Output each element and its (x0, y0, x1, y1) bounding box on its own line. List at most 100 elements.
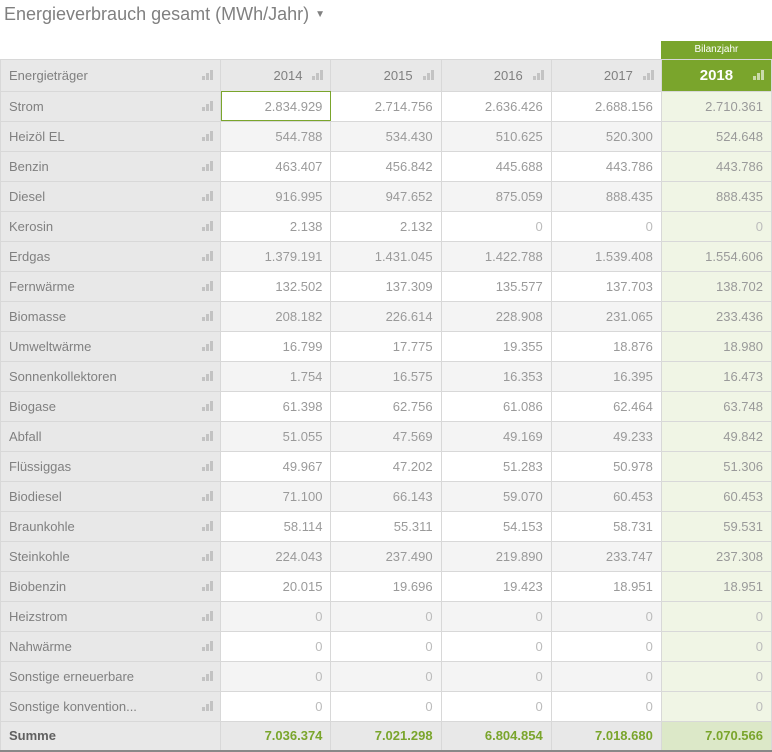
cell[interactable]: 51.283 (441, 451, 551, 481)
cell[interactable]: 61.086 (441, 391, 551, 421)
cell[interactable]: 18.951 (661, 571, 771, 601)
cell[interactable]: 0 (331, 661, 441, 691)
cell[interactable]: 58.114 (221, 511, 331, 541)
cell[interactable]: 16.575 (331, 361, 441, 391)
cell[interactable]: 18.876 (551, 331, 661, 361)
cell[interactable]: 2.132 (331, 211, 441, 241)
row-label[interactable]: Benzin (1, 151, 221, 181)
cell[interactable]: 60.453 (661, 481, 771, 511)
sort-icon[interactable] (202, 611, 214, 621)
sort-icon[interactable] (202, 191, 214, 201)
cell[interactable]: 137.703 (551, 271, 661, 301)
cell[interactable]: 49.169 (441, 421, 551, 451)
sort-icon[interactable] (202, 101, 214, 111)
sort-icon[interactable] (202, 341, 214, 351)
column-header-label[interactable]: Energieträger (1, 59, 221, 91)
cell[interactable]: 138.702 (661, 271, 771, 301)
cell[interactable]: 0 (221, 661, 331, 691)
cell[interactable]: 0 (551, 601, 661, 631)
column-header-2015[interactable]: 2015 (331, 59, 441, 91)
cell[interactable]: 50.978 (551, 451, 661, 481)
cell[interactable]: 2.636.426 (441, 91, 551, 121)
cell[interactable]: 456.842 (331, 151, 441, 181)
sort-icon[interactable] (202, 701, 214, 711)
cell[interactable]: 20.015 (221, 571, 331, 601)
cell[interactable]: 0 (661, 631, 771, 661)
column-header-2017[interactable]: 2017 (551, 59, 661, 91)
cell[interactable]: 2.138 (221, 211, 331, 241)
cell[interactable]: 0 (221, 601, 331, 631)
cell[interactable]: 0 (551, 661, 661, 691)
cell[interactable]: 62.756 (331, 391, 441, 421)
cell[interactable]: 0 (551, 691, 661, 721)
row-label[interactable]: Biodiesel (1, 481, 221, 511)
sort-icon[interactable] (202, 671, 214, 681)
cell[interactable]: 18.980 (661, 331, 771, 361)
cell[interactable]: 55.311 (331, 511, 441, 541)
cell[interactable]: 0 (441, 601, 551, 631)
cell[interactable]: 520.300 (551, 121, 661, 151)
cell[interactable]: 445.688 (441, 151, 551, 181)
row-label[interactable]: Sonnenkollektoren (1, 361, 221, 391)
cell[interactable]: 17.775 (331, 331, 441, 361)
cell[interactable]: 19.423 (441, 571, 551, 601)
cell[interactable]: 233.747 (551, 541, 661, 571)
sort-icon[interactable] (202, 371, 214, 381)
cell[interactable]: 1.539.408 (551, 241, 661, 271)
sort-icon[interactable] (202, 581, 214, 591)
cell[interactable]: 0 (331, 691, 441, 721)
row-label[interactable]: Umweltwärme (1, 331, 221, 361)
cell[interactable]: 888.435 (551, 181, 661, 211)
sort-icon[interactable] (753, 70, 765, 80)
row-label[interactable]: Sonstige erneuerbare (1, 661, 221, 691)
sort-icon[interactable] (312, 70, 324, 80)
cell[interactable]: 62.464 (551, 391, 661, 421)
cell[interactable]: 0 (551, 211, 661, 241)
cell[interactable]: 219.890 (441, 541, 551, 571)
row-label[interactable]: Biomasse (1, 301, 221, 331)
cell[interactable]: 0 (441, 691, 551, 721)
cell[interactable]: 16.353 (441, 361, 551, 391)
cell[interactable]: 132.502 (221, 271, 331, 301)
cell[interactable]: 2.688.156 (551, 91, 661, 121)
cell[interactable]: 510.625 (441, 121, 551, 151)
cell[interactable]: 237.308 (661, 541, 771, 571)
row-label[interactable]: Abfall (1, 421, 221, 451)
cell[interactable]: 0 (331, 601, 441, 631)
sort-icon[interactable] (533, 70, 545, 80)
sort-icon[interactable] (202, 281, 214, 291)
cell[interactable]: 226.614 (331, 301, 441, 331)
cell[interactable]: 49.842 (661, 421, 771, 451)
sort-icon[interactable] (202, 461, 214, 471)
cell[interactable]: 0 (441, 211, 551, 241)
row-label[interactable]: Kerosin (1, 211, 221, 241)
sort-icon[interactable] (202, 161, 214, 171)
cell[interactable]: 0 (441, 631, 551, 661)
sort-icon[interactable] (202, 521, 214, 531)
row-label[interactable]: Heizöl EL (1, 121, 221, 151)
sort-icon[interactable] (202, 70, 214, 80)
sort-icon[interactable] (643, 70, 655, 80)
row-label[interactable]: Heizstrom (1, 601, 221, 631)
row-label[interactable]: Strom (1, 91, 221, 121)
cell[interactable]: 0 (551, 631, 661, 661)
cell[interactable]: 947.652 (331, 181, 441, 211)
row-label[interactable]: Sonstige konvention... (1, 691, 221, 721)
cell[interactable]: 51.055 (221, 421, 331, 451)
row-label[interactable]: Fernwärme (1, 271, 221, 301)
cell[interactable]: 59.070 (441, 481, 551, 511)
cell[interactable]: 237.490 (331, 541, 441, 571)
cell[interactable]: 0 (221, 631, 331, 661)
column-header-2016[interactable]: 2016 (441, 59, 551, 91)
cell[interactable]: 63.748 (661, 391, 771, 421)
row-label[interactable]: Braunkohle (1, 511, 221, 541)
row-label[interactable]: Steinkohle (1, 541, 221, 571)
row-label[interactable]: Biogase (1, 391, 221, 421)
cell[interactable]: 59.531 (661, 511, 771, 541)
cell[interactable]: 16.799 (221, 331, 331, 361)
column-header-2014[interactable]: 2014 (221, 59, 331, 91)
sort-icon[interactable] (202, 221, 214, 231)
cell[interactable]: 19.355 (441, 331, 551, 361)
cell[interactable]: 224.043 (221, 541, 331, 571)
cell[interactable]: 0 (661, 691, 771, 721)
